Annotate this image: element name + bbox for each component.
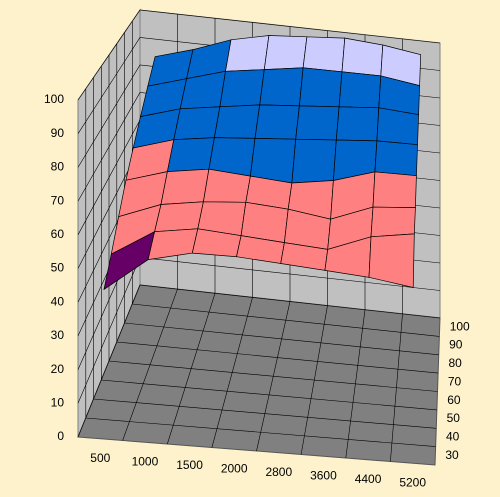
surface-patch (225, 35, 270, 72)
floor-grid-line (132, 21, 440, 337)
surface-patch (254, 104, 300, 140)
depth-tick-label: 60 (447, 393, 461, 407)
z-tick-label: 90 (51, 126, 65, 140)
z-tick-label: 40 (51, 294, 65, 308)
z-tick-label: 60 (51, 227, 65, 241)
floor-grid-line (85, 88, 436, 447)
surface-patch (295, 105, 340, 141)
surface-patch (166, 137, 215, 172)
depth-tick-label: 70 (448, 374, 462, 388)
floor-grid-line (116, 43, 439, 374)
surface-patch (154, 201, 204, 233)
surface-patch (338, 71, 382, 109)
z-tick-label: 50 (51, 261, 65, 275)
floor-grid-line (124, 32, 439, 356)
depth-tick-label: 50 (447, 411, 461, 425)
surface-patch (250, 138, 297, 184)
z-tick-label: 100 (44, 92, 64, 106)
z-tick-label: 70 (51, 193, 65, 207)
z-tick-label: 0 (57, 429, 64, 443)
surface-patch (263, 35, 308, 70)
x-tick-label: 4400 (355, 472, 382, 486)
surface-patch (341, 37, 384, 77)
surface-patch (160, 168, 210, 205)
depth-tick-label: 30 (445, 448, 459, 462)
x-tick-label: 500 (90, 451, 110, 465)
x-tick-label: 3600 (310, 468, 337, 482)
depth-tick-label: 80 (448, 356, 462, 370)
floor-grid-line (93, 77, 437, 429)
floor-grid-line (108, 55, 438, 392)
surface-patch (335, 106, 380, 142)
surface-patch (219, 69, 265, 108)
z-tick-label: 20 (51, 362, 65, 376)
surface-patch (370, 206, 416, 238)
z-tick-label: 30 (51, 328, 65, 342)
x-tick-label: 1000 (132, 454, 159, 468)
x-tick-label: 1500 (176, 458, 203, 472)
surface-patch (299, 67, 343, 108)
surface-patch (291, 138, 337, 184)
surface-patch (376, 107, 419, 146)
surface-patch (259, 67, 304, 107)
surface-patch (372, 171, 417, 208)
surface-patch (368, 233, 415, 288)
surface-patch (173, 106, 221, 141)
x-tick-label: 5200 (399, 475, 426, 489)
depth-tick-label: 90 (449, 338, 463, 352)
depth-tick-label: 100 (450, 319, 470, 333)
surface-patch (302, 36, 346, 73)
z-tick-label: 10 (51, 395, 65, 409)
floor-grid-line (101, 66, 437, 411)
z-tick-label: 80 (51, 160, 65, 174)
grid-line (77, 9, 441, 101)
x-tick-label: 2800 (265, 465, 292, 479)
x-tick-label: 2000 (221, 461, 248, 475)
surface-patch (374, 140, 418, 177)
depth-tick-label: 40 (446, 430, 460, 444)
surface-patch (213, 104, 261, 139)
grid-line (77, 284, 441, 438)
